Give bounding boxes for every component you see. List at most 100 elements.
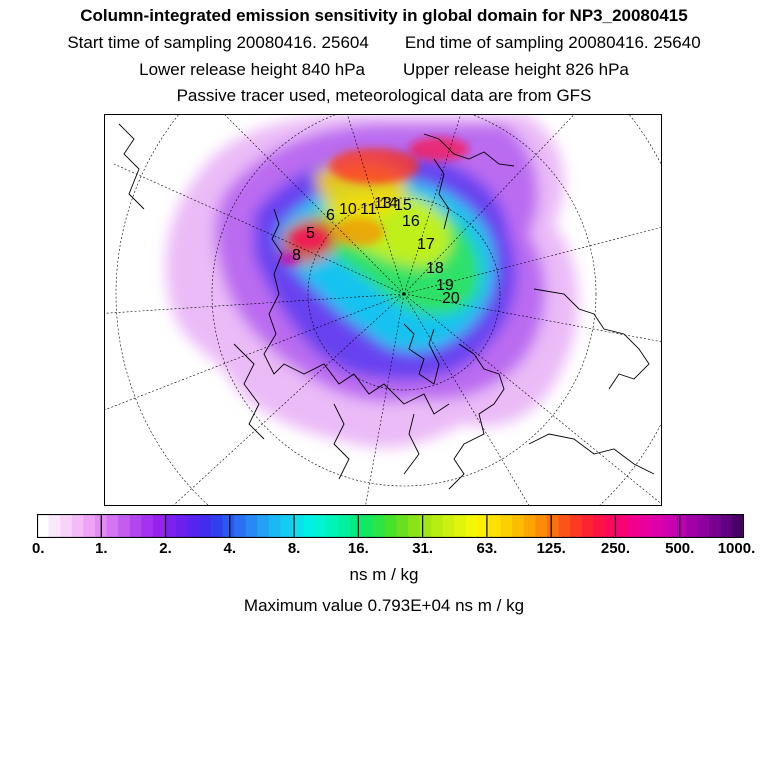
lower-release-height: Lower release height 840 hPa <box>139 60 365 79</box>
trajectory-label: 18 <box>426 260 444 277</box>
plot-title: Column-integrated emission sensitivity i… <box>80 6 688 25</box>
colorbar-cell <box>604 514 618 538</box>
colorbar-cell <box>396 514 409 538</box>
trajectory-label: 20 <box>442 290 460 307</box>
colorbar-cell <box>593 514 606 538</box>
colorbar-cell <box>419 514 432 538</box>
colorbar <box>37 514 744 538</box>
colorbar-cell <box>465 514 479 538</box>
colorbar-unit: ns m / kg <box>349 565 419 584</box>
colorbar-tick: 8. <box>287 540 301 557</box>
trajectory-label: 17 <box>417 236 435 253</box>
colorbar-tick-labels: 0. 1. 2. 4. 8. 16. 31. 63. 125. 250. 500… <box>0 540 768 562</box>
colorbar-cell <box>616 514 629 538</box>
colorbar-cell <box>37 514 50 538</box>
trajectory-label: 13 <box>374 195 392 212</box>
colorbar-cell <box>338 514 351 538</box>
colorbar-tick: 1. <box>95 540 108 557</box>
colorbar-cell <box>431 514 444 538</box>
trajectory-label: 14 <box>380 195 398 212</box>
colorbar-cell <box>349 514 363 538</box>
colorbar-cell <box>674 514 687 538</box>
trajectory-label: 5 <box>306 225 315 242</box>
colorbar-cell <box>651 514 664 538</box>
release-heights: Lower release height 840 hPa Upper releas… <box>0 60 768 80</box>
colorbar-cell <box>315 514 328 538</box>
maximum-value: Maximum value 0.793E+04 ns m / kg <box>243 596 525 615</box>
colorbar-tick: 125. <box>536 540 566 557</box>
trajectory-label: 8 <box>292 247 301 264</box>
colorbar-cell <box>152 514 166 538</box>
inner-field <box>279 137 469 265</box>
coastlines <box>118 123 655 490</box>
colorbar-cell <box>697 514 710 538</box>
polar-map: 5 6 8 10 11 13 14 15 16 17 18 19 20 <box>104 114 662 506</box>
colorbar-cell <box>129 514 142 538</box>
colorbar-cell <box>477 514 490 538</box>
trajectory-label: 6 <box>326 207 335 224</box>
colorbar-cell <box>384 514 397 538</box>
colorbar-cell <box>686 514 699 538</box>
colorbar-cell <box>546 514 560 538</box>
colorbar-tick: 63. <box>476 540 498 557</box>
colorbar-tick: 4. <box>223 540 237 557</box>
colorbar-frame <box>37 514 744 538</box>
colorbar-cell <box>500 514 513 538</box>
graticule <box>104 114 662 506</box>
trajectory-label: 19 <box>436 277 454 294</box>
colorbar-cell <box>512 514 525 538</box>
colorbar-tick: 31. <box>412 540 434 557</box>
colorbar-cell <box>442 514 455 538</box>
map-frame <box>104 114 662 506</box>
tracer-note: Passive tracer used, meteorological data… <box>176 86 592 105</box>
colorbar-cell <box>48 514 61 538</box>
colorbar-cell <box>141 514 154 538</box>
colorbar-cell <box>628 514 641 538</box>
colorbar-cell <box>234 514 247 538</box>
colorbar-cell <box>489 514 502 538</box>
colorbar-cell <box>639 514 652 538</box>
colorbar-cell <box>326 514 339 538</box>
upper-release-height: Upper release height 826 hPa <box>403 60 629 79</box>
colorbar-cell <box>268 514 281 538</box>
colorbar-cell <box>176 514 189 538</box>
colorbar-cell <box>581 514 594 538</box>
colorbar-cell <box>732 514 744 538</box>
colorbar-cell <box>245 514 258 538</box>
colorbar-cell <box>280 514 293 538</box>
start-sampling-time: Start time of sampling 20080416. 25604 <box>67 33 369 52</box>
colorbar-cell <box>570 514 583 538</box>
colorbar-cell <box>210 514 224 538</box>
colorbar-cell <box>291 514 305 538</box>
colorbar-cell <box>222 514 235 538</box>
colorbar-tick: 0. <box>31 540 45 557</box>
colorbar-cell <box>71 514 84 538</box>
trajectory-label: 16 <box>402 213 420 230</box>
trajectory-label: 15 <box>394 197 412 214</box>
colorbar-cell <box>257 514 270 538</box>
trajectory-label: 11 <box>360 201 377 218</box>
colorbar-cell <box>454 514 467 538</box>
colorbar-tick: 250. <box>600 540 631 557</box>
colorbar-cell <box>662 514 676 538</box>
colorbar-cell <box>118 514 131 538</box>
colorbar-cell <box>361 514 374 538</box>
colorbar-cell <box>720 514 734 538</box>
colorbar-cell <box>373 514 386 538</box>
colorbar-tick: 2. <box>159 540 172 557</box>
colorbar-cell <box>407 514 421 538</box>
colorbar-tick: 16. <box>347 540 369 557</box>
colorbar-cell <box>558 514 571 538</box>
colorbar-cell <box>199 514 212 538</box>
sampling-times: Start time of sampling 20080416. 25604 En… <box>0 33 768 53</box>
colorbar-cell <box>523 514 536 538</box>
colorbar-tick: 500. <box>665 540 695 557</box>
trajectory-label: 10 <box>339 201 357 218</box>
colorbar-cell <box>106 514 119 538</box>
colorbar-cell <box>164 514 177 538</box>
colorbar-tick: 1000. <box>717 540 756 557</box>
colorbar-cell <box>303 514 316 538</box>
colorbar-cell <box>83 514 96 538</box>
end-sampling-time: End time of sampling 20080416. 25640 <box>404 33 701 52</box>
colorbar-cell <box>60 514 73 538</box>
